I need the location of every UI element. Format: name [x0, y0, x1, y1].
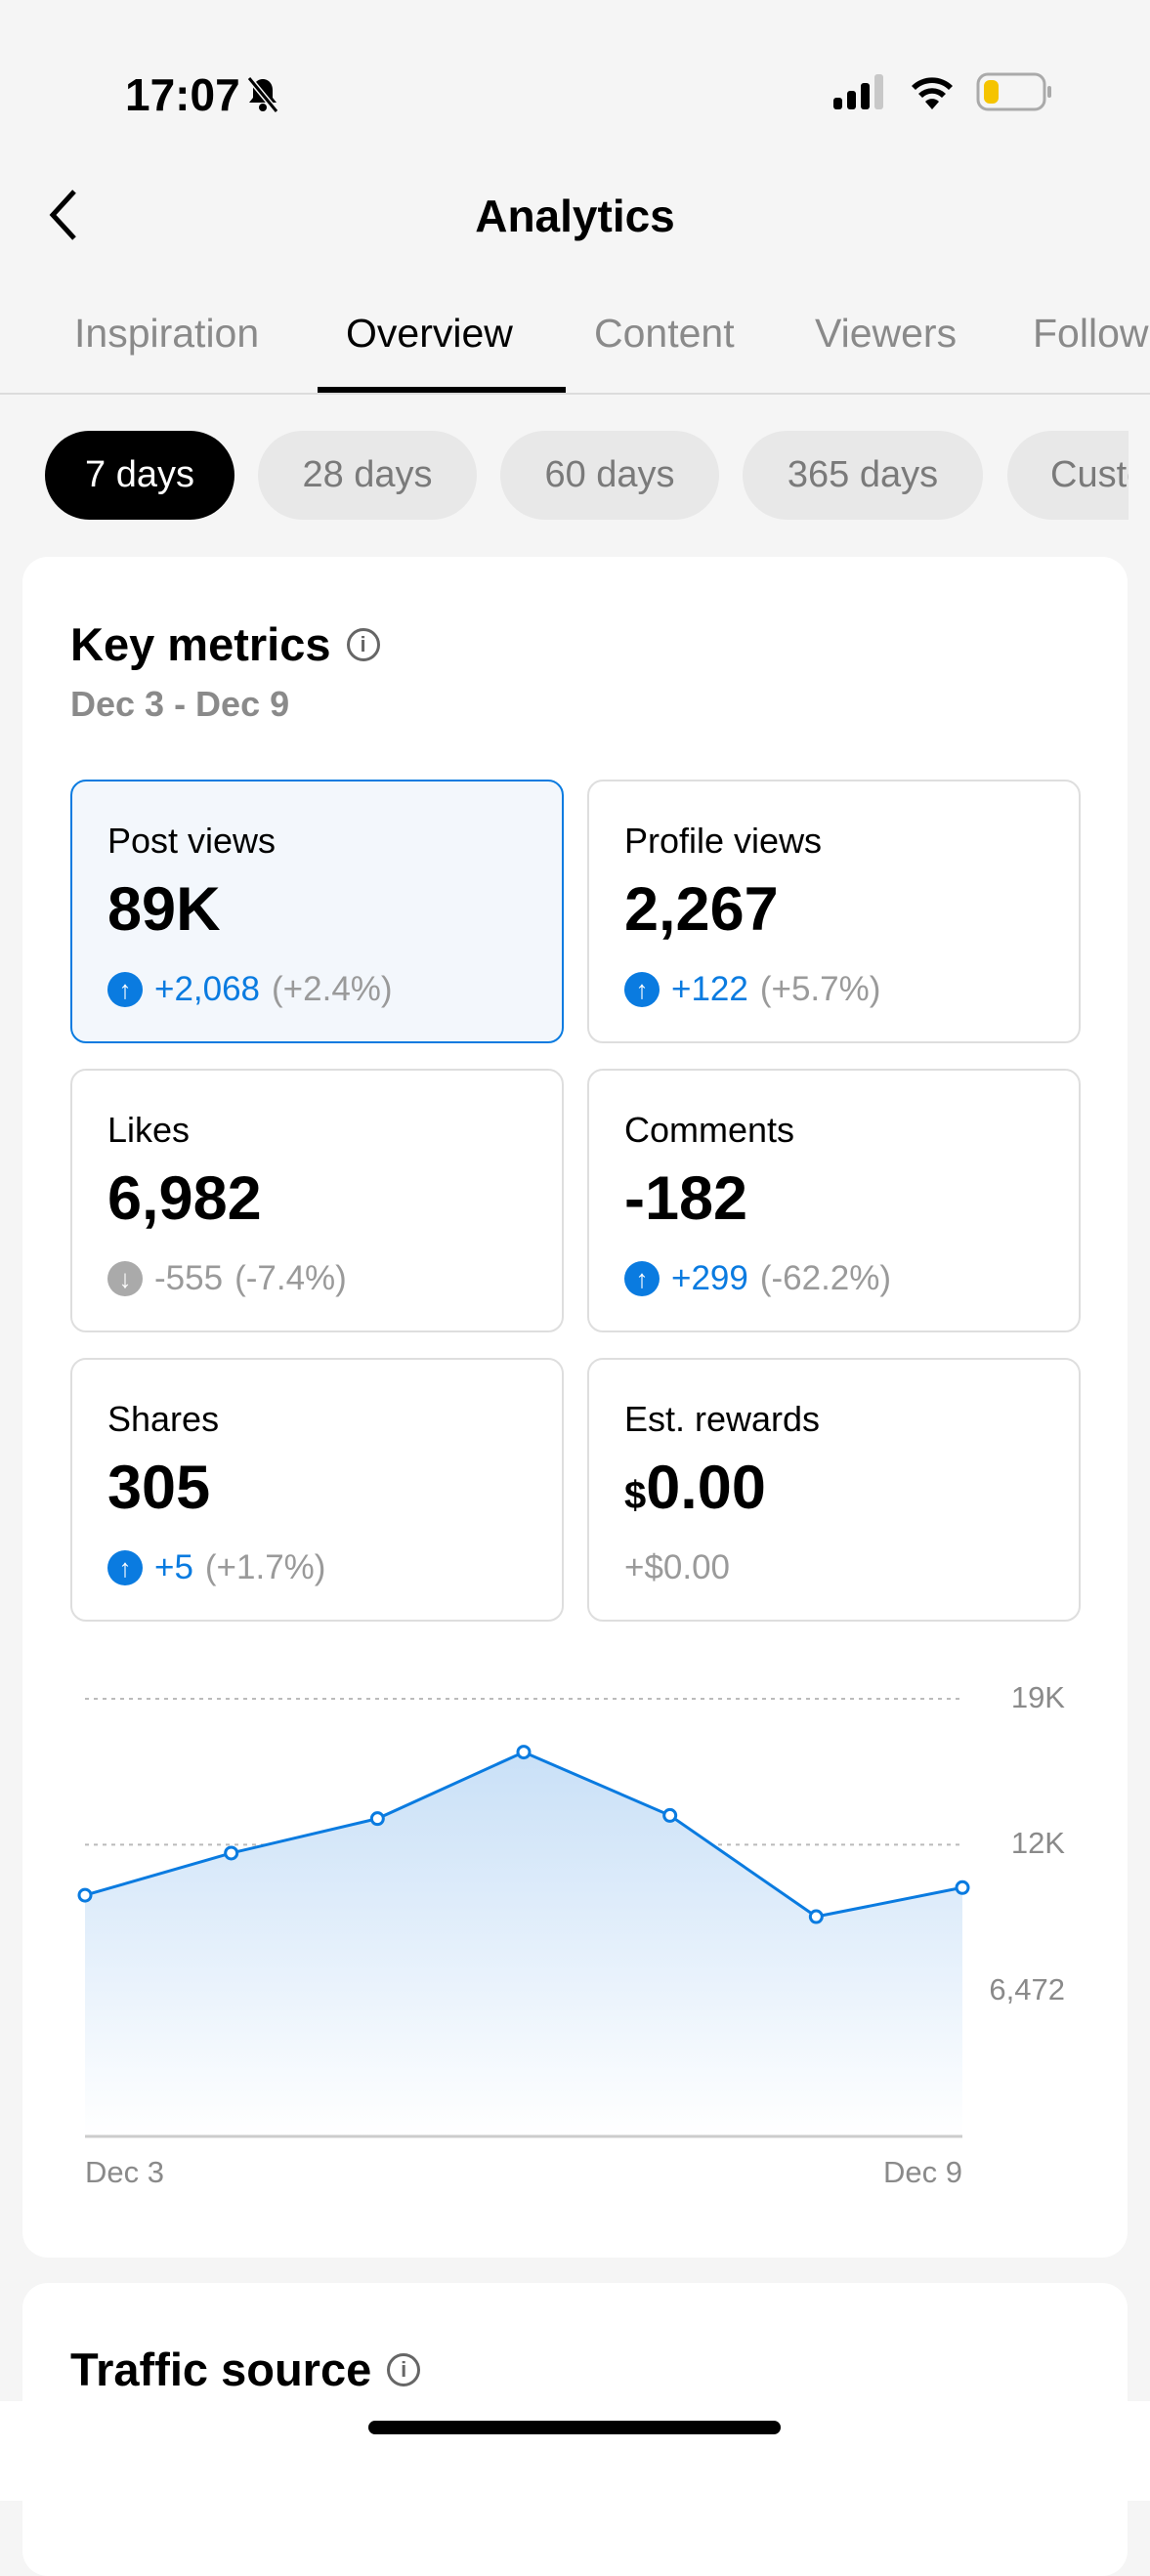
metric-tile-profile-views[interactable]: Profile views 2,267 ↑ +122 (+5.7%)	[587, 780, 1081, 1043]
change-value: +5	[154, 1548, 193, 1586]
range-365-days[interactable]: 365 days	[743, 431, 983, 520]
wifi-icon	[912, 77, 953, 109]
data-point-dec-9[interactable]	[955, 1879, 970, 1895]
y-tick-label: 6,472	[989, 1972, 1065, 2006]
status-time: 17:07	[125, 68, 279, 121]
page-title: Analytics	[475, 190, 675, 241]
change-value: +$0.00	[624, 1548, 731, 1586]
metric-label: Profile views	[624, 821, 823, 861]
arrow-up-icon: ↑	[107, 972, 143, 1007]
metric-number: 2,267	[624, 875, 779, 944]
change-value: -555	[154, 1259, 224, 1297]
tab-viewers[interactable]: Viewers	[815, 311, 958, 356]
tab-overview[interactable]: Overview	[346, 311, 513, 356]
y-tick-label: 19K	[1010, 1680, 1065, 1714]
info-icon[interactable]: i	[387, 2352, 421, 2386]
date-range-selector: 7 days 28 days 60 days 365 days Custom	[0, 431, 1129, 520]
range-60-days[interactable]: 60 days	[500, 431, 719, 520]
arrow-down-icon: ↓	[107, 1261, 143, 1296]
metric-value: 6,982	[107, 1163, 262, 1234]
area-fill	[85, 1752, 962, 2136]
metric-change: ↑ +5 (+1.7%)	[107, 1548, 325, 1587]
signal-icon	[833, 74, 883, 109]
metric-value: 305	[107, 1453, 210, 1523]
change-value: +299	[671, 1259, 748, 1297]
metric-tile-comments[interactable]: Comments -182 ↑ +299 (-62.2%)	[587, 1069, 1081, 1332]
metric-change: ↑ +122 (+5.7%)	[624, 970, 880, 1009]
key-metrics-header: Key metrics i	[70, 617, 380, 671]
y-tick-label: 12K	[1010, 1826, 1065, 1860]
date-range-text: Dec 3 - Dec 9	[70, 684, 290, 724]
range-7-days[interactable]: 7 days	[45, 431, 234, 520]
metric-number: 305	[107, 1454, 211, 1522]
home-indicator[interactable]	[368, 2421, 781, 2434]
traffic-source-header: Traffic source i	[70, 2343, 421, 2396]
data-point-dec-5[interactable]	[369, 1811, 385, 1827]
metric-tile-post-views[interactable]: Post views 89K ↑ +2,068 (+2.4%)	[70, 780, 564, 1043]
bottom-bar	[0, 2401, 1150, 2501]
chevron-left-icon	[49, 190, 76, 240]
metric-change: ↓ -555 (-7.4%)	[107, 1259, 347, 1298]
section-title: Traffic source	[70, 2344, 372, 2395]
metric-change: +$0.00	[624, 1548, 742, 1587]
metric-number: -182	[624, 1164, 748, 1233]
tab-inspiration[interactable]: Inspiration	[74, 311, 260, 356]
metric-change: ↑ +299 (-62.2%)	[624, 1259, 891, 1298]
x-tick-label: Dec 3	[85, 2155, 164, 2189]
data-point-dec-6[interactable]	[516, 1745, 532, 1760]
metric-label: Likes	[107, 1110, 191, 1150]
metric-label: Est. rewards	[624, 1399, 821, 1439]
arrow-up-icon: ↑	[624, 972, 660, 1007]
tab-followers[interactable]: Followers	[1033, 311, 1150, 356]
info-icon[interactable]: i	[346, 627, 380, 661]
range-28-days[interactable]: 28 days	[258, 431, 477, 520]
metric-change: ↑ +2,068 (+2.4%)	[107, 970, 393, 1009]
change-percent: (+1.7%)	[204, 1548, 326, 1586]
arrow-up-icon: ↑	[624, 1261, 660, 1296]
metric-number: 89K	[107, 875, 221, 944]
metric-label: Comments	[624, 1110, 795, 1150]
section-title: Key metrics	[70, 618, 331, 670]
time-text: 17:07	[125, 69, 240, 120]
data-point-dec-3[interactable]	[77, 1887, 93, 1903]
metric-label: Shares	[107, 1399, 220, 1439]
metric-tile-shares[interactable]: Shares 305 ↑ +5 (+1.7%)	[70, 1358, 564, 1622]
bell-slash-icon	[246, 76, 278, 113]
arrow-up-icon: ↑	[107, 1550, 143, 1585]
currency-symbol: $	[624, 1474, 647, 1517]
metric-label: Post views	[107, 821, 277, 861]
change-percent: (+2.4%)	[272, 970, 393, 1008]
metric-value: 89K	[107, 874, 221, 945]
status-icons	[833, 72, 1052, 111]
metric-tile-likes[interactable]: Likes 6,982 ↓ -555 (-7.4%)	[70, 1069, 564, 1332]
tab-content[interactable]: Content	[594, 311, 735, 356]
post-views-chart	[77, 1698, 970, 2138]
metric-number: 0.00	[646, 1454, 766, 1522]
active-tab-indicator	[318, 387, 566, 393]
tab-bar: Inspiration Overview Content Viewers Fol…	[0, 311, 1150, 395]
change-percent: (+5.7%)	[759, 970, 881, 1008]
change-value: +122	[671, 970, 748, 1008]
data-point-dec-7[interactable]	[662, 1807, 678, 1823]
metric-value: -182	[624, 1163, 747, 1234]
range-custom[interactable]: Custom	[1007, 431, 1129, 520]
metric-value: 2,267	[624, 874, 779, 945]
change-percent: (-7.4%)	[234, 1259, 347, 1297]
change-value: +2,068	[154, 970, 261, 1008]
metric-value: $0.00	[624, 1453, 766, 1523]
battery-icon	[976, 72, 1051, 111]
data-point-dec-8[interactable]	[808, 1909, 824, 1924]
back-button[interactable]	[43, 186, 82, 257]
x-tick-label: Dec 9	[883, 2155, 962, 2189]
change-percent: (-62.2%)	[759, 1259, 892, 1297]
data-point-dec-4[interactable]	[224, 1845, 239, 1861]
metric-tile-est-rewards[interactable]: Est. rewards $0.00 +$0.00	[587, 1358, 1081, 1622]
metric-number: 6,982	[107, 1164, 262, 1233]
